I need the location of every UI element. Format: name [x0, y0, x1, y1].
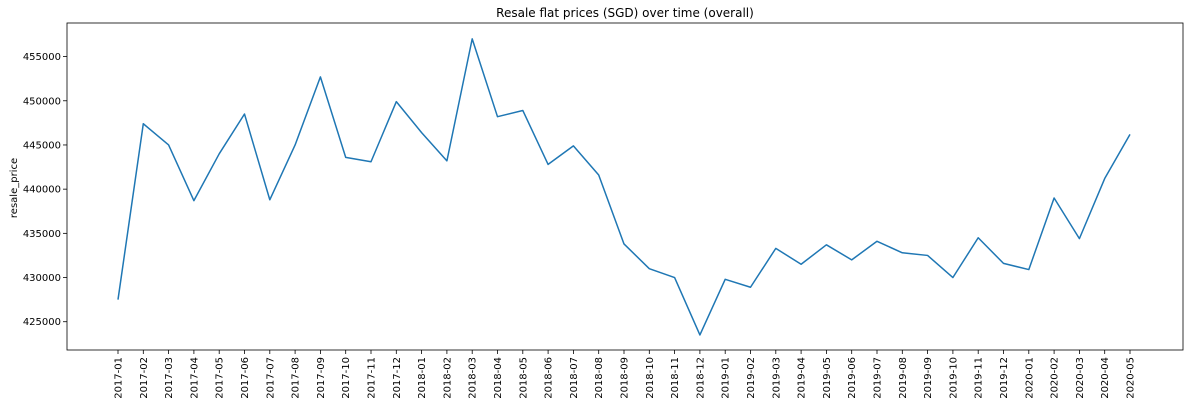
x-tick-label: 2018-05	[518, 357, 529, 399]
x-tick-label: 2019-09	[923, 357, 934, 399]
x-tick-label: 2017-02	[139, 357, 150, 399]
x-tick-label: 2018-07	[569, 357, 580, 399]
x-tick-label: 2019-07	[873, 357, 884, 399]
x-tick-label: 2017-01	[114, 357, 125, 399]
x-tick-label: 2019-01	[721, 357, 732, 399]
x-tick-label: 2019-06	[847, 357, 858, 399]
x-tick-label: 2019-12	[999, 357, 1010, 399]
x-tick-label: 2020-03	[1075, 357, 1086, 399]
x-tick-label: 2019-02	[746, 357, 757, 399]
x-tick-label: 2017-05	[215, 357, 226, 399]
x-tick-label: 2017-12	[392, 357, 403, 399]
y-tick-label: 435000	[23, 229, 61, 240]
x-tick-label: 2018-09	[620, 357, 631, 399]
x-tick-label: 2018-04	[493, 357, 504, 399]
x-tick-label: 2017-10	[341, 357, 352, 399]
x-tick-label: 2019-03	[771, 357, 782, 399]
x-tick-label: 2019-11	[974, 357, 985, 399]
plot-frame	[66, 22, 1184, 351]
x-tick-label: 2018-11	[670, 357, 681, 399]
x-tick-label: 2018-12	[695, 357, 706, 399]
x-tick-label: 2018-03	[468, 357, 479, 399]
x-tick-label: 2017-07	[265, 357, 276, 399]
y-tick-label: 445000	[23, 140, 61, 151]
x-tick-label: 2017-08	[291, 357, 302, 399]
x-tick-label: 2019-04	[797, 357, 808, 399]
x-tick-label: 2019-10	[948, 357, 959, 399]
x-tick-label: 2017-09	[316, 357, 327, 399]
y-tick-label: 455000	[23, 52, 61, 63]
x-tick-label: 2018-02	[442, 357, 453, 399]
x-tick-label: 2017-03	[164, 357, 175, 399]
x-tick-label: 2017-11	[367, 357, 378, 399]
x-tick-label: 2020-04	[1100, 357, 1111, 399]
x-tick-label: 2020-01	[1024, 357, 1035, 399]
y-tick-label: 450000	[23, 96, 61, 107]
x-tick-label: 2018-01	[417, 357, 428, 399]
x-tick-label: 2018-10	[645, 357, 656, 399]
x-tick-label: 2019-08	[898, 357, 909, 399]
y-axis-label: resale_price	[9, 158, 20, 218]
x-tick-label: 2018-06	[544, 357, 555, 399]
x-tick-label: 2017-04	[189, 357, 200, 399]
x-tick-label: 2019-05	[822, 357, 833, 399]
y-tick-label: 440000	[23, 185, 61, 196]
y-tick-label: 425000	[23, 317, 61, 328]
plot-area: 425000 430000 435000 440000 445000 450000 4550…	[23, 38, 1137, 399]
x-tick-label: 2018-08	[594, 357, 605, 399]
x-tick-label: 2020-05	[1126, 357, 1137, 399]
x-tick-label: 2017-06	[240, 357, 251, 399]
y-tick-label: 430000	[23, 273, 61, 284]
series-line	[117, 38, 1131, 336]
chart-title: Resale flat prices (SGD) over time (over…	[496, 6, 754, 20]
x-tick-label: 2020-02	[1050, 357, 1061, 399]
